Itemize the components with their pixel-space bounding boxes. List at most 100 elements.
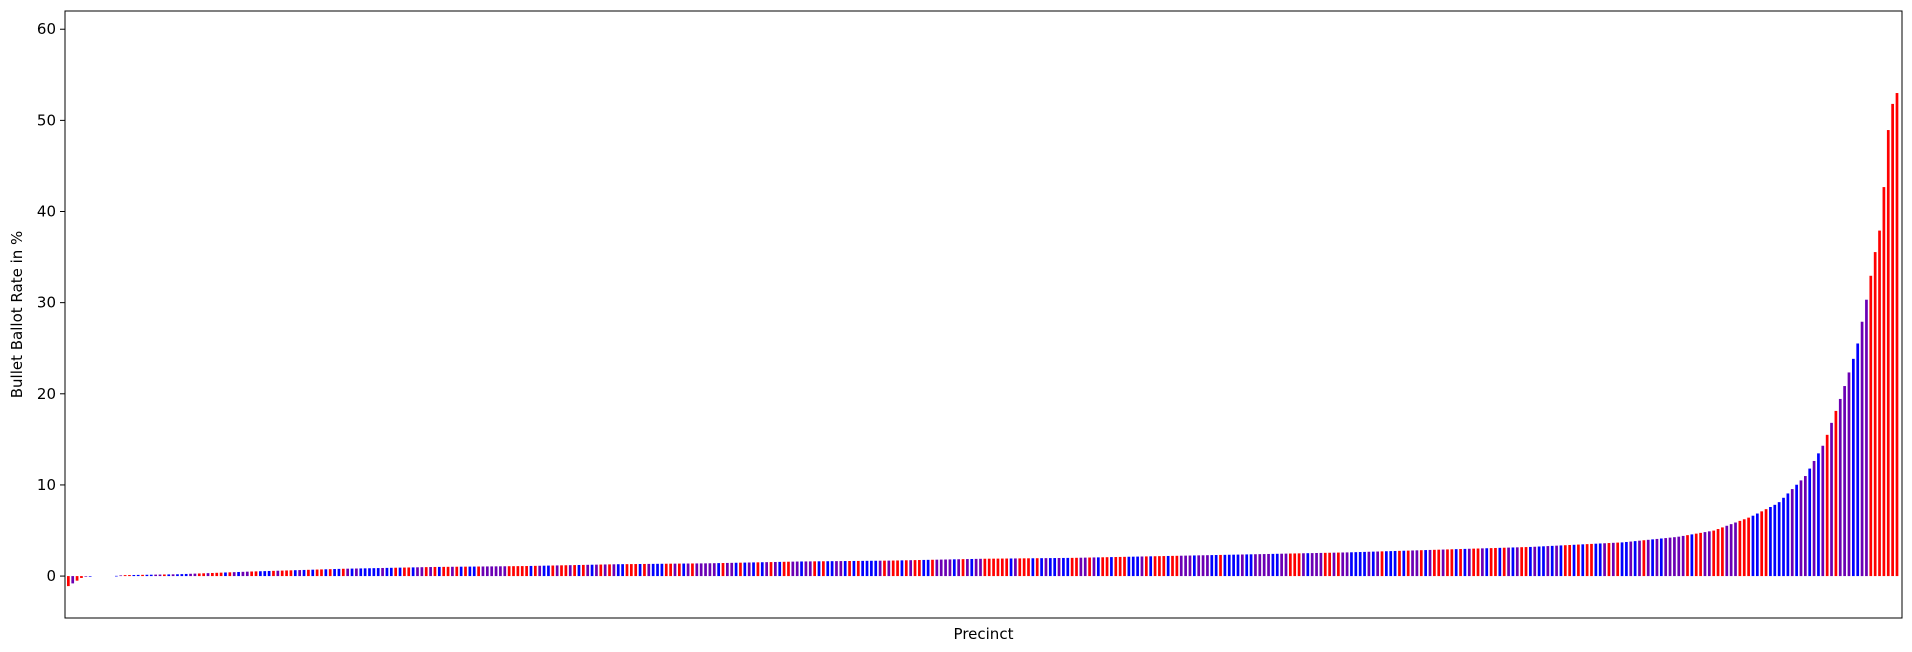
bar-precinct: [1537, 546, 1541, 577]
bar-precinct: [1035, 558, 1039, 577]
bar-precinct: [337, 568, 341, 577]
bar-precinct: [1721, 527, 1724, 577]
bar-precinct: [887, 560, 891, 577]
bar-precinct: [219, 572, 223, 577]
bar-precinct: [346, 568, 350, 577]
bar-precinct: [1053, 558, 1057, 577]
bar-precinct: [743, 562, 747, 577]
bar-precinct: [1337, 552, 1340, 577]
bar-precinct: [1075, 557, 1078, 577]
bar-precinct: [1467, 548, 1471, 577]
bar-precinct: [1542, 546, 1545, 577]
bar-precinct: [551, 565, 555, 577]
bar-precinct: [1773, 504, 1777, 577]
bar-precinct: [1437, 549, 1441, 577]
bar-precinct: [341, 568, 345, 577]
y-axis-label: Bullet Ballot Rate in %: [8, 231, 26, 399]
bar-precinct: [71, 576, 75, 584]
bar-precinct: [1446, 549, 1449, 577]
bar-precinct: [1245, 554, 1249, 577]
bar-precinct: [730, 562, 734, 577]
bar-precinct: [1777, 502, 1781, 577]
bar-precinct: [629, 564, 633, 577]
y-tick-label: 20: [37, 385, 56, 403]
bar-precinct: [830, 561, 834, 577]
bar-precinct: [1096, 557, 1100, 577]
bar-precinct: [1175, 555, 1179, 577]
bar-precinct: [1494, 547, 1497, 577]
bar-precinct: [1603, 543, 1606, 577]
bar-precinct: [970, 558, 974, 577]
bar-precinct: [656, 563, 659, 577]
bar-precinct: [1886, 130, 1890, 577]
bar-precinct: [603, 564, 607, 577]
bar-precinct: [1659, 538, 1663, 577]
x-axis-label: Precinct: [954, 625, 1014, 643]
bar-precinct: [1254, 554, 1257, 577]
bar-precinct: [774, 561, 777, 577]
bar-precinct: [80, 576, 83, 578]
bar-precinct: [542, 565, 546, 577]
bar-precinct: [1699, 532, 1702, 577]
bar-precinct: [739, 562, 742, 577]
bar-precinct: [1790, 489, 1794, 577]
bar-precinct: [389, 567, 393, 577]
bar-precinct: [996, 558, 1000, 577]
bar-precinct: [512, 566, 515, 577]
bar-precinct: [167, 574, 171, 577]
bar-precinct: [1197, 555, 1201, 577]
bar-precinct: [1747, 517, 1750, 577]
bar-precinct: [446, 566, 450, 577]
bar-precinct: [1398, 550, 1401, 577]
bar-precinct: [433, 566, 437, 577]
bar-precinct: [184, 573, 188, 577]
bar-precinct: [525, 566, 528, 577]
bar-precinct: [1716, 529, 1720, 577]
bar-precinct: [272, 570, 275, 577]
bar-precinct: [1795, 484, 1798, 577]
bar-precinct: [843, 561, 847, 577]
bar-precinct: [442, 566, 446, 577]
bar-precinct: [1123, 556, 1126, 577]
bar-precinct: [1577, 544, 1580, 577]
bar-precinct: [115, 575, 118, 577]
bar-precinct: [1742, 519, 1746, 577]
bar-precinct: [403, 567, 406, 577]
bar-precinct: [228, 572, 232, 577]
bar-precinct: [647, 563, 651, 577]
bar-precinct: [363, 568, 367, 577]
bar-precinct: [276, 570, 280, 577]
bar-precinct: [612, 564, 616, 577]
bar-precinct: [1127, 556, 1131, 577]
bar-precinct: [686, 563, 690, 577]
bar-precinct: [298, 570, 302, 577]
bar-precinct: [1620, 542, 1624, 577]
bar-precinct: [176, 574, 179, 577]
bar-precinct: [673, 563, 677, 577]
bar-precinct: [1223, 554, 1227, 577]
bar-precinct: [1642, 540, 1646, 577]
bar-precinct: [948, 559, 952, 577]
bar-precinct: [564, 565, 568, 577]
bar-precinct: [1847, 372, 1851, 577]
bar-precinct: [1289, 553, 1292, 577]
y-tick-label: 50: [37, 111, 56, 129]
bar-precinct: [1502, 547, 1506, 577]
bar-precinct: [791, 561, 795, 577]
bar-precinct: [813, 561, 816, 577]
bar-precinct: [189, 573, 192, 577]
bar-precinct: [481, 566, 485, 577]
bar-precinct: [1380, 551, 1384, 577]
y-tick-label: 40: [37, 203, 56, 221]
bar-precinct: [1633, 541, 1637, 577]
bar-precinct: [1786, 493, 1790, 577]
bar-precinct: [769, 562, 773, 577]
bar-precinct: [293, 570, 297, 577]
bar-precinct: [237, 571, 240, 577]
bar-precinct: [695, 563, 699, 577]
bar-precinct: [1110, 557, 1113, 577]
bar-precinct: [1799, 480, 1803, 577]
bar-precinct: [1734, 522, 1737, 577]
bar-precinct: [1315, 553, 1318, 577]
